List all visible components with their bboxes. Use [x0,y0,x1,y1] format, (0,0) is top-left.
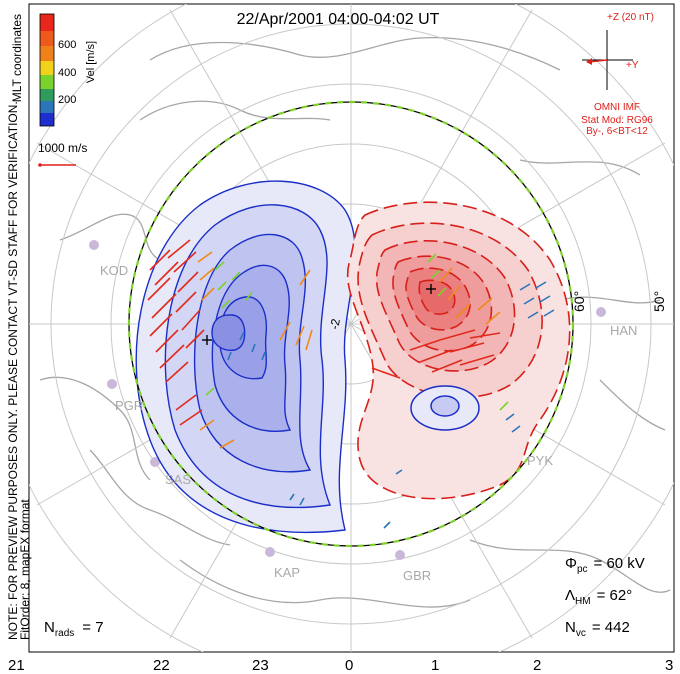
latitude-label-50: 50° [651,291,667,312]
station-label: PGR [115,398,143,413]
imf-source: OMNI IMF [594,102,640,113]
station-label: GBR [403,568,431,583]
velocity-colorbar: 600 400 200 Vel [m/s] [39,13,97,127]
imf-y-label: +Y [626,60,639,71]
scale-vector-label: 1000 m/s [38,141,87,155]
station-label: HAN [610,323,637,338]
lambda-hm-readout: ΛHM = 62° [565,587,632,607]
station-label: PYK [527,453,553,468]
imf-stat-model: Stat Mod: RG96 [581,115,653,126]
mlt-tick: 0 [345,657,353,674]
colorbar-tick: 400 [58,67,76,79]
preview-note: NOTE: FOR PREVIEW PURPOSES ONLY. PLEASE … [6,101,20,640]
mlt-tick: 1 [431,657,439,674]
imf-clock: +Z (20 nT) +Y OMNI IMF Stat Mod: RG96 By… [581,12,654,137]
n-vc-readout: Nvc = 442 [565,619,630,639]
fit-parameters: Φpc = 60 kV ΛHM = 62° Nvc = 442 Nrads = 7 [44,555,645,639]
station-labels: KOD PGR SAS KAP GBR PYK HAN [100,263,637,583]
imf-condition: By-, 6<BT<12 [586,126,648,137]
secondary-negative-cell [410,385,480,431]
velocity-vectors [147,239,555,529]
colorbar-label: Vel [m/s] [85,41,97,83]
scale-vector: 1000 m/s [38,141,87,167]
hm-boundary [127,100,575,548]
cell-center-markers [202,284,436,345]
contour-label: -2 [327,317,343,330]
latitude-label-60: 60° [571,291,587,312]
negative-potential-cell [135,180,356,533]
n-rads-readout: Nrads = 7 [44,619,104,639]
imf-header: +Z (20 nT) [607,12,654,23]
mlt-tick: 2 [533,657,541,674]
station-label: KOD [100,263,128,278]
coordinate-system-label: MLT coordinates [10,14,24,102]
colorbar-tick: 600 [58,39,76,51]
radar-site-markers [89,240,606,560]
colorbar-tick: 200 [58,94,76,106]
station-label: KAP [274,565,300,580]
map-title: 22/Apr/2001 04:00-04:02 UT [237,11,440,28]
fit-order-note: FitOrder: 8, mapEX format [18,499,32,640]
mlt-tick: 23 [252,657,269,674]
mlt-tick: 22 [153,657,170,674]
mlt-axis: 21 22 23 0 1 2 3 [8,657,673,674]
mlt-tick: 21 [8,657,25,674]
phi-pc-readout: Φpc = 60 kV [565,555,645,575]
station-label: SAS [165,472,191,487]
mlt-tick: 3 [665,657,673,674]
